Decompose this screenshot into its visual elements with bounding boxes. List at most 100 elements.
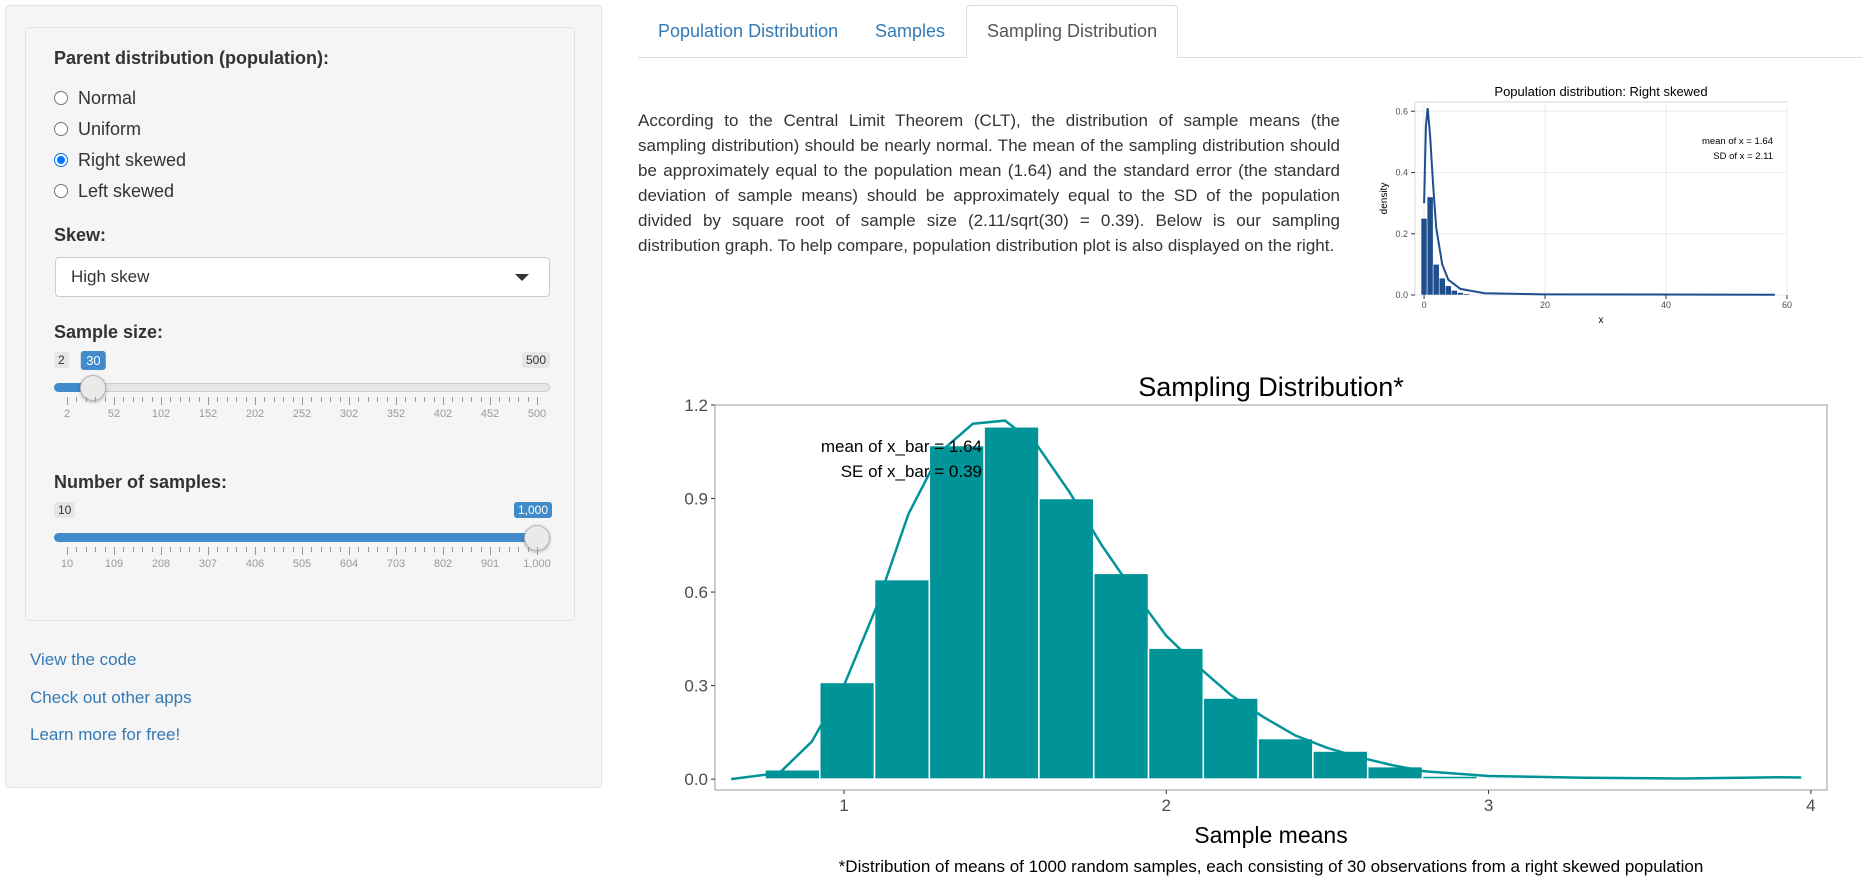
slider-tick-label: 202 [245,408,265,420]
slider-tick-label: 901 [480,558,500,570]
slider-ticks: 2 52 102 152 202 252 302 352 402 452 500 [54,397,550,420]
slider-tick [330,547,332,552]
slider-tick [508,547,510,552]
y-tick-label: 0.3 [684,677,708,696]
skew-select-value: High skew [71,267,150,286]
slider-tick [396,397,397,405]
slider-tick-label: 703 [386,558,406,570]
parent-distribution-label: Parent distribution (population): [54,48,329,68]
slider-tick [292,547,294,552]
slider-tick [170,397,172,402]
tab-bar: Population Distribution Samples Sampling… [638,5,1862,58]
slider-tick [161,397,162,405]
slider-tick [311,397,313,402]
slider-track[interactable] [54,383,550,392]
slider-tick-label: 302 [339,408,359,420]
slider-tick [443,397,444,405]
skew-select[interactable]: High skew [55,257,550,297]
radio-unchecked-icon[interactable] [54,184,68,198]
slider-tick [208,547,209,555]
chart-annotation: mean of x = 1.64 [1702,136,1773,147]
slider-tick [358,397,360,402]
tab-samples[interactable]: Samples [875,20,946,41]
tab-population-distribution[interactable]: Population Distribution [658,20,839,41]
radio-unchecked-icon[interactable] [54,91,68,105]
radio-checked-icon[interactable] [54,153,68,167]
slider-tick [264,547,266,552]
slider-fill [54,383,94,392]
histogram-bar [1202,697,1259,780]
slider-tick [508,397,510,402]
tab-sampling-distribution[interactable]: Sampling Distribution [966,5,1179,58]
other-apps-link[interactable]: Check out other apps [30,688,192,707]
learn-more-link[interactable]: Learn more for free! [30,725,181,744]
sampling-distribution-plot: 1 2 3 4 0.0 0.3 0.6 0.9 1.2 Sampling Distribution… [684,372,1828,876]
radio-unchecked-icon[interactable] [54,122,68,136]
slider-tick [527,547,529,552]
slider-tick-label: 500 [527,408,547,420]
slider-tick-label: 604 [339,558,359,570]
radio-right-skewed[interactable]: Right skewed [54,148,186,172]
slider-tick [377,547,379,552]
slider-tick [311,547,313,552]
slider-tick [273,397,275,402]
slider-tick-label: 402 [433,408,453,420]
slider-tick [349,547,350,555]
slider-tick [480,397,482,402]
slider-tick [518,547,520,552]
histogram-bar [1444,285,1452,296]
slider-tick [320,397,322,402]
slider-ticks: 10 109 208 307 406 505 604 703 802 901 1,000 [54,547,551,570]
x-tick-label: 60 [1782,300,1792,310]
slider-tick [349,397,350,405]
slider-tick [198,547,200,552]
caret-down-icon [515,274,529,281]
slider-tick [161,547,162,555]
slider-tick-label: 452 [480,408,500,420]
slider-handle[interactable] [80,375,107,401]
slider-tick [396,547,397,555]
radio-left-skewed[interactable]: Left skewed [54,179,174,203]
radio-label: Left skewed [78,180,175,201]
slider-tick-label: 252 [292,408,312,420]
histogram-bar [983,426,1040,780]
sample-size-slider[interactable]: 2 500 30 2 52 102 152 202 252 302 352 402 452 500 [54,351,550,432]
slider-max-label: 1,000 [513,502,552,518]
chart-caption: *Distribution of means of 1000 random sa… [839,857,1704,876]
x-tick-label: 3 [1484,796,1493,815]
slider-tick [104,397,106,402]
slider-tick [367,547,369,552]
histogram-bar [928,444,985,780]
slider-tick [537,397,538,405]
slider-tick [67,547,68,555]
slider-tick-label: 10 [60,558,74,570]
view-code-link[interactable]: View the code [30,650,137,669]
slider-tick [85,397,87,402]
x-axis-label: x [1599,315,1604,326]
number-of-samples-slider[interactable]: 10 1,000 10 109 208 307 406 505 604 703 802 901 1,… [54,502,552,582]
slider-tick [330,397,332,402]
x-tick-label: 1 [839,796,848,815]
population-distribution-plot: 0 20 40 60 0.0 0.2 0.4 0.6 Population distributi… [1379,84,1792,326]
sample-size-label: Sample size: [54,322,164,342]
slider-tick [255,397,256,405]
slider-tick [424,547,426,552]
radio-uniform[interactable]: Uniform [54,117,141,141]
slider-tick [264,397,266,402]
slider-tick [273,547,275,552]
slider-tick [471,547,473,552]
slider-tick [527,397,529,402]
slider-tick [170,547,172,552]
x-tick-label: 4 [1806,796,1815,815]
radio-normal[interactable]: Normal [54,86,136,110]
slider-tick [490,547,491,555]
slider-tick [320,547,322,552]
x-tick-label: 40 [1661,300,1671,310]
slider-tick [461,547,463,552]
number-of-samples-label: Number of samples: [54,472,228,492]
slider-tick [302,547,303,555]
slider-tick [132,547,134,552]
skew-label: Skew: [54,225,107,245]
slider-tick [405,397,407,402]
chart-annotation: SE of x_bar = 0.39 [841,462,982,481]
